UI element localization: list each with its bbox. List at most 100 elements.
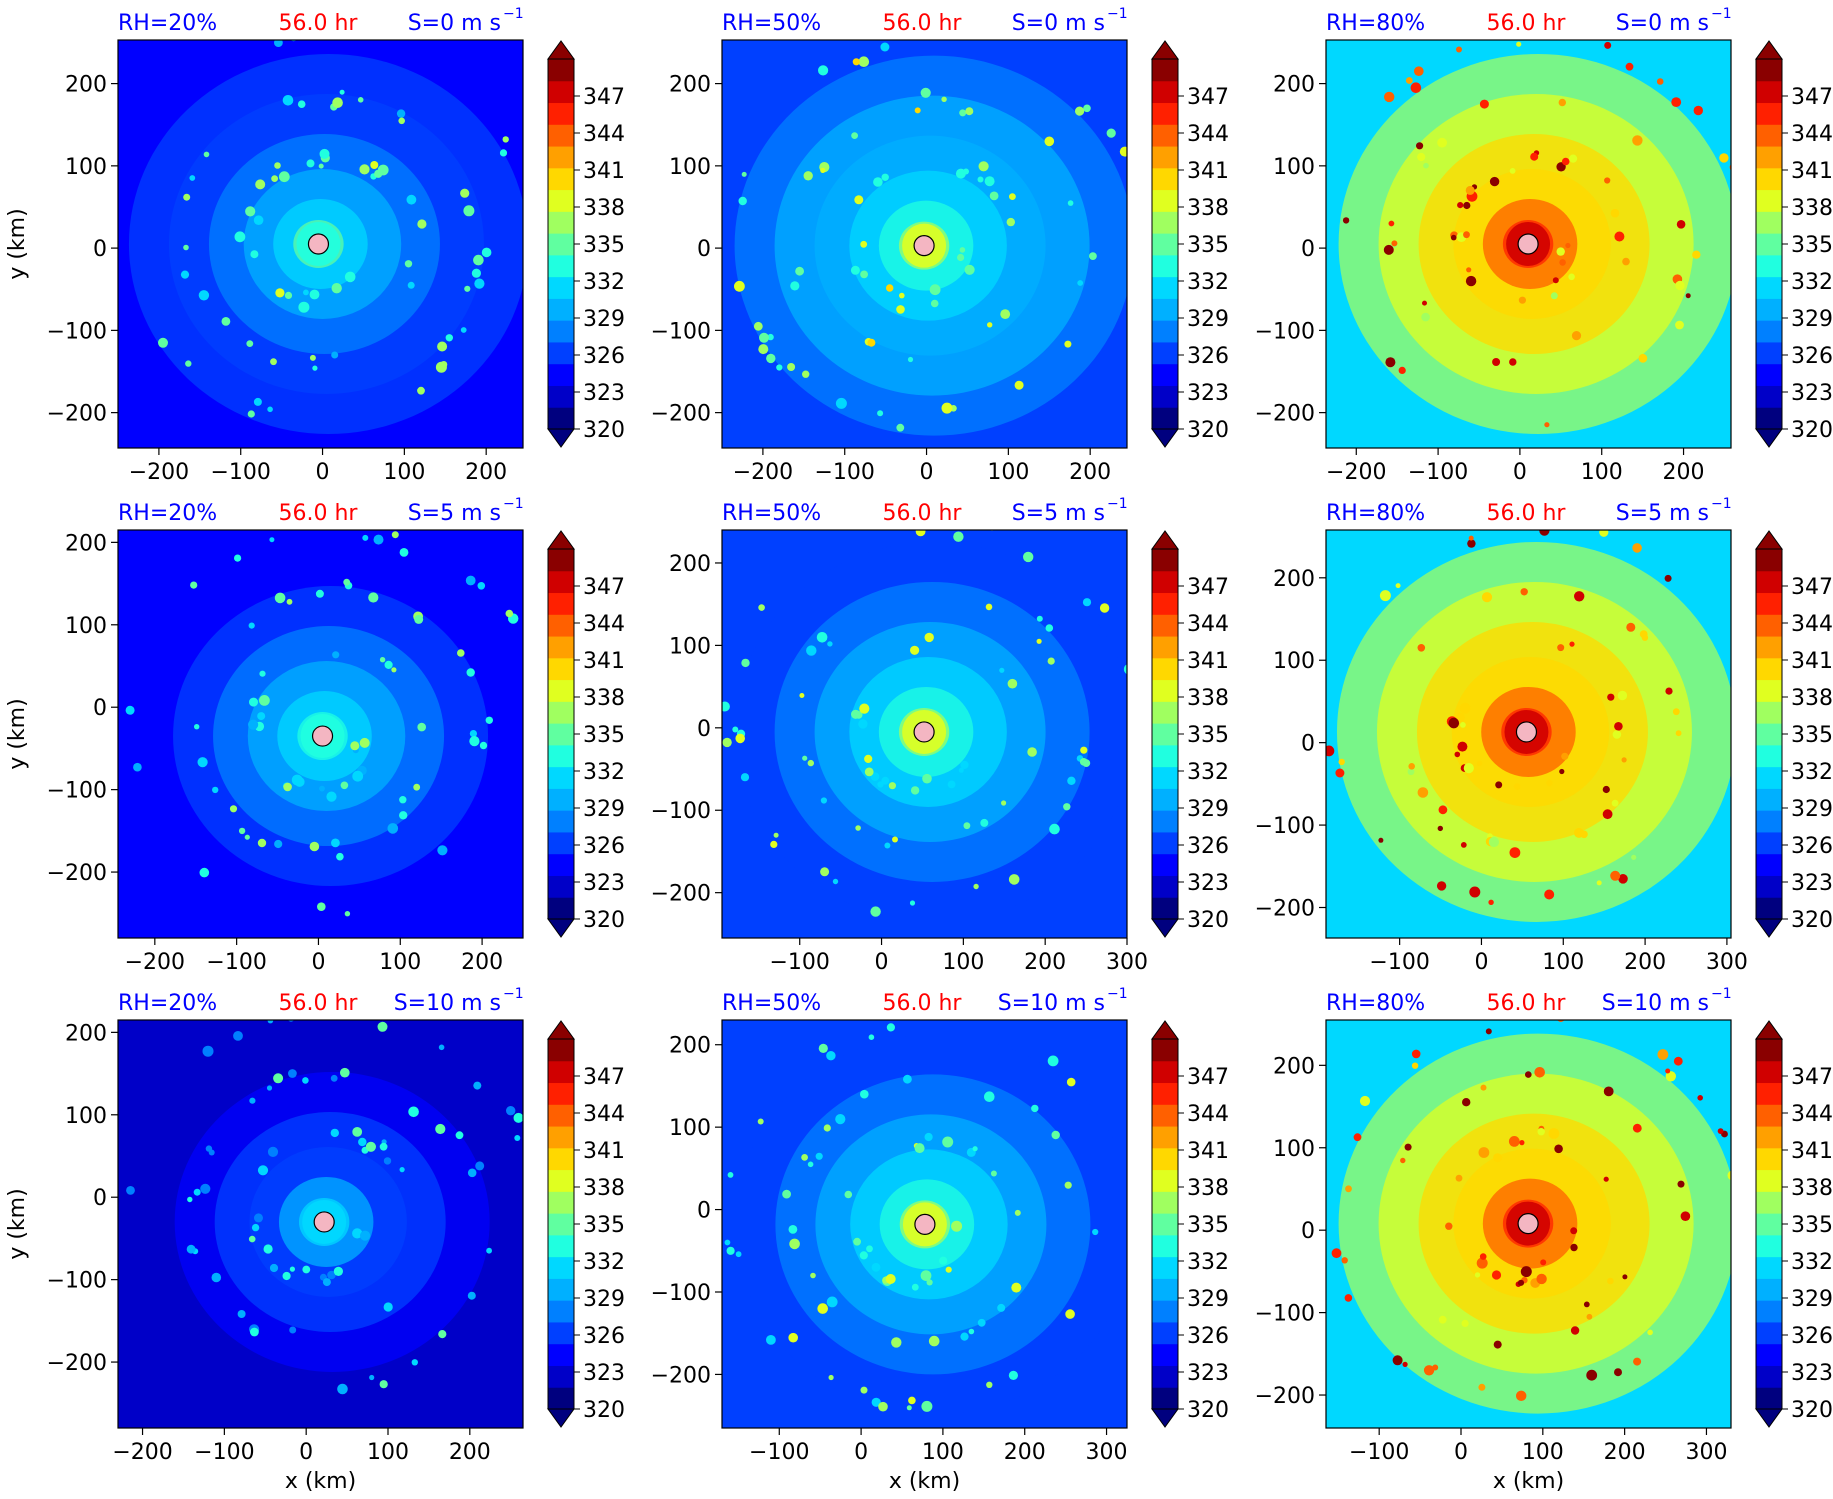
- colorbar-segment: [548, 1147, 574, 1171]
- convective-cell: [469, 736, 480, 747]
- convective-cell: [257, 1165, 269, 1176]
- colorbar-tick-label: 341: [583, 159, 625, 184]
- convective-cell: [854, 195, 864, 205]
- colorbar-segment: [1756, 744, 1782, 768]
- convective-cell: [1089, 252, 1097, 260]
- convective-cell: [1614, 1368, 1622, 1377]
- colorbar-tick-label: 338: [583, 1176, 625, 1201]
- convective-cell: [302, 1265, 311, 1274]
- convective-cell: [359, 737, 370, 748]
- colorbar-tick-label: 323: [1187, 381, 1229, 406]
- convective-cell: [326, 791, 337, 802]
- convective-cell: [1082, 759, 1091, 767]
- convective-cell: [1480, 1084, 1487, 1091]
- colorbar-segment: [1756, 298, 1782, 321]
- convective-cell: [1106, 128, 1116, 138]
- x-tick-label: 300: [1706, 950, 1748, 975]
- convective-cell: [868, 1034, 875, 1040]
- colorbar-tick-label: 344: [583, 1102, 625, 1127]
- convective-cell: [1342, 217, 1350, 224]
- convective-cell: [1569, 154, 1578, 163]
- convective-cell: [734, 280, 745, 292]
- convective-cell: [189, 175, 196, 181]
- colorbar-segment: [548, 1365, 574, 1388]
- convective-cell: [344, 271, 356, 283]
- convective-cell: [1516, 41, 1522, 47]
- convective-cell: [331, 351, 339, 359]
- colorbar-tick-label: 320: [1187, 908, 1229, 933]
- convective-cell: [377, 1021, 388, 1032]
- x-tick-label: 100: [987, 460, 1029, 485]
- convective-cell: [1570, 1243, 1578, 1252]
- convective-cell: [844, 1190, 853, 1199]
- convective-cell: [1417, 644, 1426, 652]
- convective-cell: [977, 176, 984, 183]
- colorbar-tick-label: 347: [1187, 85, 1229, 110]
- convective-cell: [234, 554, 242, 562]
- convective-cell: [958, 767, 964, 773]
- convective-cell: [921, 1400, 933, 1412]
- colorbar-tick-label: 347: [1791, 575, 1833, 600]
- convective-cell: [288, 1069, 297, 1078]
- colorbar-tick-label: 347: [1187, 575, 1229, 600]
- convective-cell: [880, 42, 890, 52]
- colorbar-segment: [1756, 341, 1782, 365]
- convective-cell: [1719, 153, 1729, 163]
- colorbar-segment: [548, 788, 574, 811]
- convective-cell: [881, 173, 889, 181]
- y-tick-label: 0: [93, 1186, 107, 1211]
- convective-cell: [1461, 1319, 1469, 1327]
- y-axis-label: y (km): [5, 1188, 30, 1259]
- convective-cell: [331, 283, 342, 294]
- colorbar-segment: [1756, 1234, 1782, 1258]
- colorbar-segment: [1756, 59, 1782, 82]
- shear-label: S=5 m s: [1616, 501, 1709, 526]
- panel-7: −200 −100 0 100 200 200 100 0 −100 −200 x (km) y (k…: [5, 986, 625, 1494]
- convective-cell: [221, 317, 231, 326]
- x-tick-label: 100: [922, 1440, 964, 1465]
- y-tick-label: 200: [1273, 73, 1315, 98]
- convective-cell: [481, 247, 492, 258]
- convective-cell: [1027, 747, 1037, 757]
- convective-cell: [469, 730, 477, 738]
- convective-cell: [1596, 880, 1602, 886]
- x-tick-label: 100: [379, 950, 421, 975]
- colorbar-tick-label: 329: [1791, 797, 1833, 822]
- colorbar-segment: [548, 723, 574, 746]
- colorbar-segment: [1152, 592, 1178, 615]
- y-tick-label: 0: [93, 696, 107, 721]
- convective-cell: [870, 906, 881, 917]
- field: [1326, 530, 1731, 938]
- colorbar-segment: [548, 1234, 574, 1258]
- convective-cell: [457, 649, 465, 657]
- convective-cell: [505, 609, 514, 618]
- convective-cell: [1392, 1355, 1403, 1366]
- convective-cell: [377, 1010, 384, 1017]
- convective-cell: [1478, 1383, 1486, 1391]
- convective-cell: [237, 1310, 246, 1318]
- convective-cell: [973, 883, 979, 890]
- convective-cell: [1479, 99, 1489, 109]
- convective-cell: [1437, 825, 1444, 832]
- convective-cell: [1460, 722, 1466, 728]
- convective-cell: [1626, 622, 1636, 632]
- convective-cell: [924, 632, 934, 643]
- convective-cell: [1537, 1128, 1545, 1136]
- convective-cell: [1467, 539, 1476, 548]
- colorbar: 347 344 341 338 335 332 329 326 323 320: [547, 40, 625, 448]
- convective-cell: [199, 867, 210, 878]
- convective-cell: [1082, 598, 1092, 607]
- convective-cell: [1559, 768, 1565, 775]
- colorbar-max-arrow: [547, 40, 575, 60]
- convective-cell: [465, 575, 476, 586]
- colorbar: 347 344 341 338 335 332 329 326 323 320: [1755, 40, 1833, 448]
- convective-cell: [1066, 1077, 1076, 1087]
- colorbar-segment: [1756, 723, 1782, 746]
- x-tick-label: 0: [316, 460, 330, 485]
- colorbar-segment: [548, 1039, 574, 1062]
- convective-cell: [738, 196, 747, 206]
- time-label: 56.0 hr: [883, 11, 963, 36]
- convective-cell: [886, 284, 894, 292]
- convective-cell: [799, 693, 805, 698]
